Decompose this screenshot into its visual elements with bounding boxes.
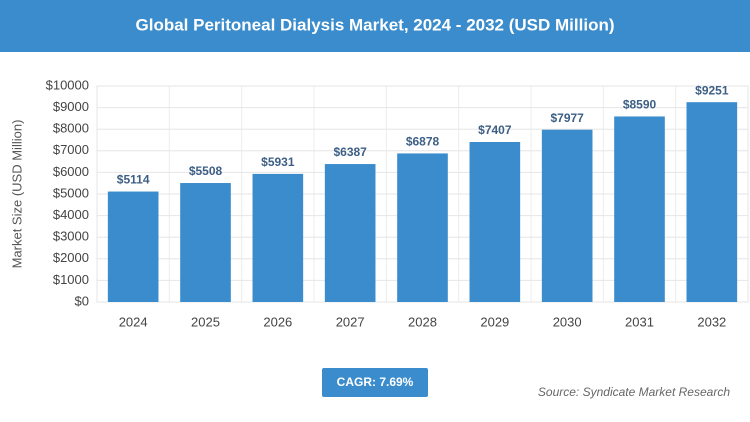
cagr-text: CAGR: 7.69%: [337, 375, 414, 389]
x-tick-label: 2031: [625, 314, 654, 329]
y-tick-label: $5000: [53, 185, 89, 200]
x-tick-label: 2029: [480, 314, 509, 329]
y-tick-label: $3000: [53, 229, 89, 244]
source-note: Source: Syndicate Market Research: [538, 385, 730, 399]
cagr-badge: [322, 368, 428, 397]
title-bar: [0, 0, 750, 52]
value-label: $6387: [333, 145, 367, 159]
bar: [107, 191, 159, 302]
x-tick-label: 2027: [336, 314, 365, 329]
value-label: $5508: [189, 164, 223, 178]
value-label: $5931: [261, 155, 295, 169]
x-tick-label: 2028: [408, 314, 437, 329]
x-tick-label: 2026: [263, 314, 292, 329]
y-tick-label: $4000: [53, 207, 89, 222]
bar: [686, 102, 738, 302]
bar: [614, 116, 665, 303]
value-label: $7407: [478, 123, 512, 137]
value-label: $5114: [117, 173, 150, 187]
y-tick-label: $1000: [53, 272, 89, 287]
bar: [180, 183, 231, 302]
y-tick-label: $6000: [53, 164, 89, 179]
y-axis-label: Market Size (USD Million): [9, 120, 24, 269]
value-label: $8590: [623, 98, 657, 112]
value-label: $6878: [406, 135, 440, 149]
y-tick-label: $9000: [53, 99, 89, 114]
y-tick-label: $7000: [53, 142, 89, 157]
x-tick-label: 2025: [191, 314, 220, 329]
bar: [324, 164, 376, 302]
y-tick-label: $2000: [53, 250, 89, 265]
x-tick-label: 2024: [119, 314, 148, 329]
y-tick-label: $8000: [53, 121, 89, 136]
bar: [397, 153, 448, 302]
y-tick-label: $10000: [46, 77, 89, 92]
chart-title: Global Peritoneal Dialysis Market, 2024 …: [136, 15, 615, 34]
x-tick-label: 2032: [697, 314, 726, 329]
bar: [252, 173, 304, 302]
value-label: $9251: [695, 83, 729, 97]
bar: [469, 142, 521, 302]
value-label: $7977: [550, 111, 584, 125]
bar: [541, 129, 593, 302]
y-tick-label: $0: [75, 293, 89, 308]
x-tick-label: 2030: [553, 314, 582, 329]
